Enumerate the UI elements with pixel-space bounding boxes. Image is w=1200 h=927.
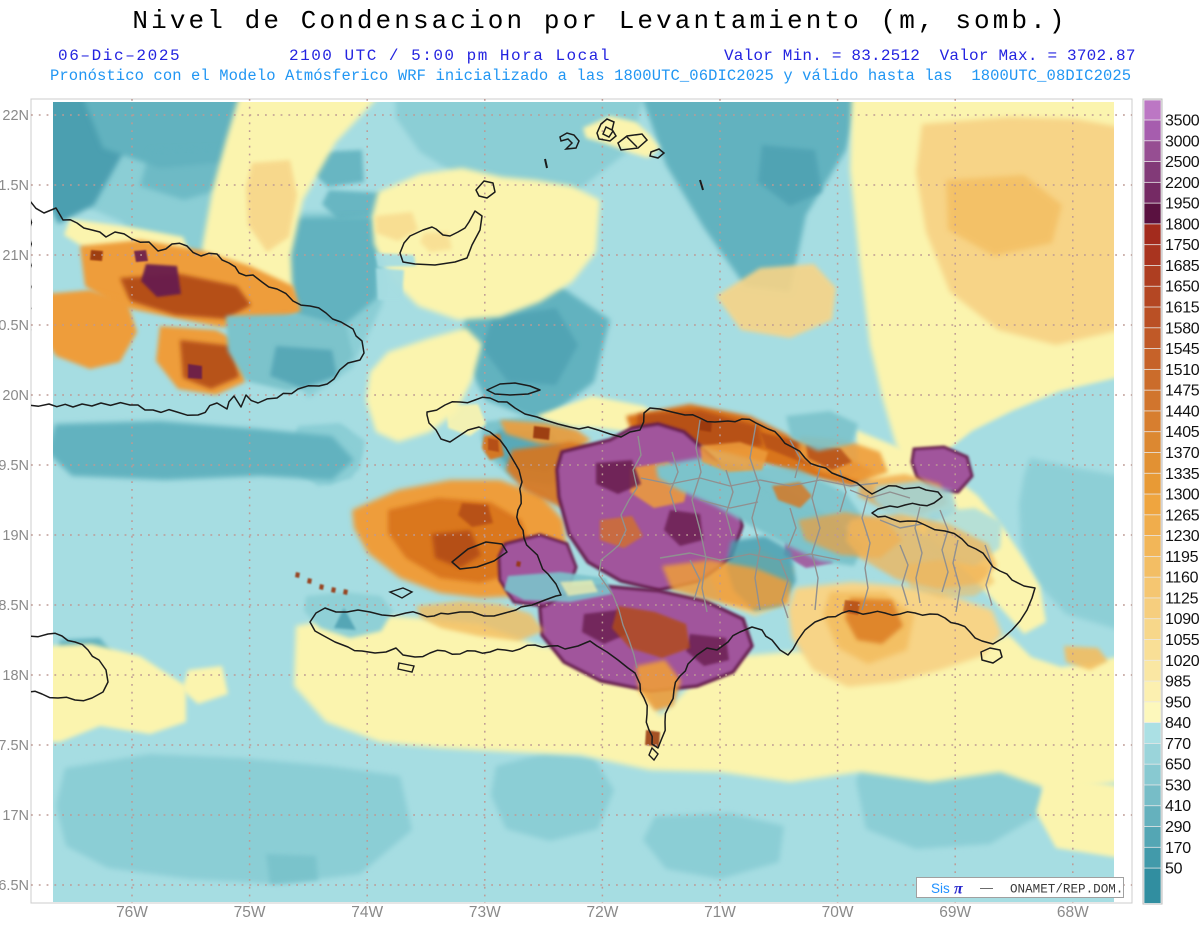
svg-text:8.5N: 8.5N: [0, 598, 29, 614]
svg-text:21N: 21N: [2, 248, 29, 264]
svg-text:0.5N: 0.5N: [0, 318, 29, 334]
svg-text:1125: 1125: [1165, 590, 1199, 607]
svg-text:840: 840: [1165, 715, 1191, 732]
svg-text:1510: 1510: [1165, 362, 1200, 379]
svg-text:73W: 73W: [469, 904, 501, 921]
svg-text:1545: 1545: [1165, 341, 1200, 358]
svg-text:17N: 17N: [2, 808, 29, 824]
svg-text:2500: 2500: [1165, 154, 1200, 171]
svg-text:1055: 1055: [1165, 632, 1200, 649]
svg-text:1580: 1580: [1165, 320, 1200, 337]
svg-text:19N: 19N: [2, 528, 29, 544]
svg-text:1195: 1195: [1165, 549, 1199, 566]
svg-text:20N: 20N: [2, 388, 29, 404]
svg-text:72W: 72W: [586, 904, 618, 921]
svg-text:530: 530: [1165, 778, 1191, 795]
svg-text:985: 985: [1165, 674, 1191, 691]
svg-text:1370: 1370: [1165, 445, 1200, 462]
svg-text:71W: 71W: [704, 904, 736, 921]
svg-text:69W: 69W: [939, 904, 971, 921]
svg-text:1950: 1950: [1165, 196, 1200, 213]
svg-text:1750: 1750: [1165, 237, 1200, 254]
svg-text:π: π: [954, 881, 964, 898]
svg-text:1650: 1650: [1165, 279, 1200, 296]
svg-text:950: 950: [1165, 694, 1191, 711]
svg-text:74W: 74W: [351, 904, 383, 921]
svg-text:1090: 1090: [1165, 611, 1200, 628]
svg-text:1405: 1405: [1165, 424, 1200, 441]
svg-text:1265: 1265: [1165, 507, 1200, 524]
svg-text:3500: 3500: [1165, 113, 1200, 130]
svg-text:76W: 76W: [116, 904, 148, 921]
svg-text:Sis: Sis: [931, 881, 950, 896]
svg-text:50: 50: [1165, 861, 1183, 878]
svg-text:7.5N: 7.5N: [0, 738, 29, 754]
svg-text:1230: 1230: [1165, 528, 1200, 545]
svg-text:770: 770: [1165, 736, 1191, 753]
svg-text:1160: 1160: [1165, 570, 1199, 587]
svg-text:1020: 1020: [1165, 653, 1200, 670]
svg-text:9.5N: 9.5N: [0, 458, 29, 474]
svg-text:70W: 70W: [822, 904, 854, 921]
svg-text:1800: 1800: [1165, 216, 1200, 233]
svg-text:22N: 22N: [2, 108, 29, 124]
svg-text:1335: 1335: [1165, 466, 1200, 483]
svg-text:ONAMET/REP.DOM.: ONAMET/REP.DOM.: [1010, 883, 1123, 897]
svg-text:290: 290: [1165, 819, 1191, 836]
svg-text:1615: 1615: [1165, 300, 1200, 317]
svg-text:6.5N: 6.5N: [0, 878, 29, 894]
svg-text:1300: 1300: [1165, 487, 1200, 504]
svg-text:1685: 1685: [1165, 258, 1200, 275]
svg-text:2200: 2200: [1165, 175, 1200, 192]
svg-text:68W: 68W: [1057, 904, 1089, 921]
svg-text:410: 410: [1165, 798, 1191, 815]
svg-text:1.5N: 1.5N: [0, 178, 29, 194]
svg-text:18N: 18N: [2, 668, 29, 684]
svg-text:1440: 1440: [1165, 403, 1200, 420]
svg-text:1475: 1475: [1165, 383, 1200, 400]
svg-text:—: —: [980, 880, 993, 895]
svg-text:650: 650: [1165, 757, 1191, 774]
svg-text:3000: 3000: [1165, 133, 1200, 150]
svg-text:170: 170: [1165, 840, 1191, 857]
svg-text:75W: 75W: [234, 904, 266, 921]
